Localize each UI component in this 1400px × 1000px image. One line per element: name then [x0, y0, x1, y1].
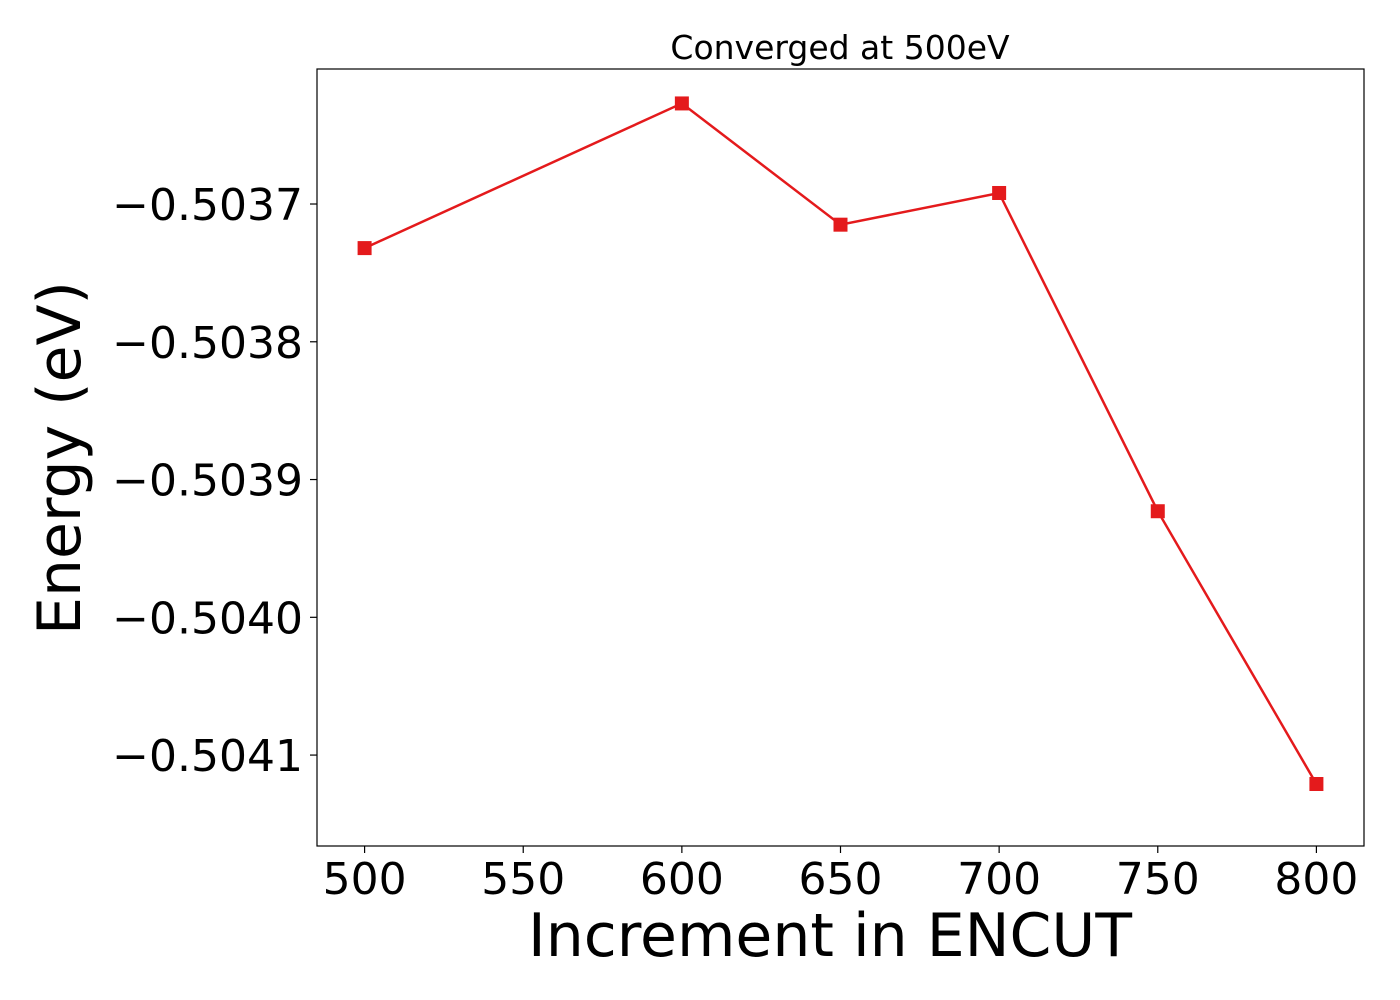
data-point: [992, 185, 1007, 200]
series-markers: [357, 96, 1324, 792]
y-tick-label: −0.5037: [112, 180, 303, 231]
series-line: [364, 101, 1318, 785]
plot-background: [317, 69, 1364, 846]
data-point: [357, 241, 372, 256]
x-tick-label: 600: [640, 854, 724, 905]
x-tick-label: 750: [1116, 854, 1200, 905]
y-tick-label: −0.5039: [112, 456, 303, 507]
data-point: [1309, 777, 1324, 792]
x-tick-label: 700: [957, 854, 1041, 905]
x-tick-label: 500: [323, 854, 407, 905]
y-tick-label: −0.5038: [112, 318, 303, 369]
x-tick-label: 650: [799, 854, 883, 905]
plot-frame: [316, 68, 1365, 847]
chart-title: Converged at 500eV: [670, 28, 1010, 67]
y-axis-title: Energy (eV): [25, 281, 95, 635]
x-axis-title: Increment in ENCUT: [528, 901, 1132, 971]
data-point: [833, 217, 848, 232]
y-tick-label: −0.5041: [112, 731, 303, 782]
x-tick-label: 550: [481, 854, 565, 905]
x-axis-ticks: 500 550 600 650 700 750 800: [323, 846, 1358, 905]
x-tick-label: 800: [1274, 854, 1358, 905]
y-axis-ticks: −0.5037 −0.5038 −0.5039 −0.5040 −0.5041: [112, 180, 317, 782]
data-point: [1150, 504, 1165, 519]
y-tick-label: −0.5040: [112, 593, 303, 644]
data-point: [674, 96, 689, 111]
